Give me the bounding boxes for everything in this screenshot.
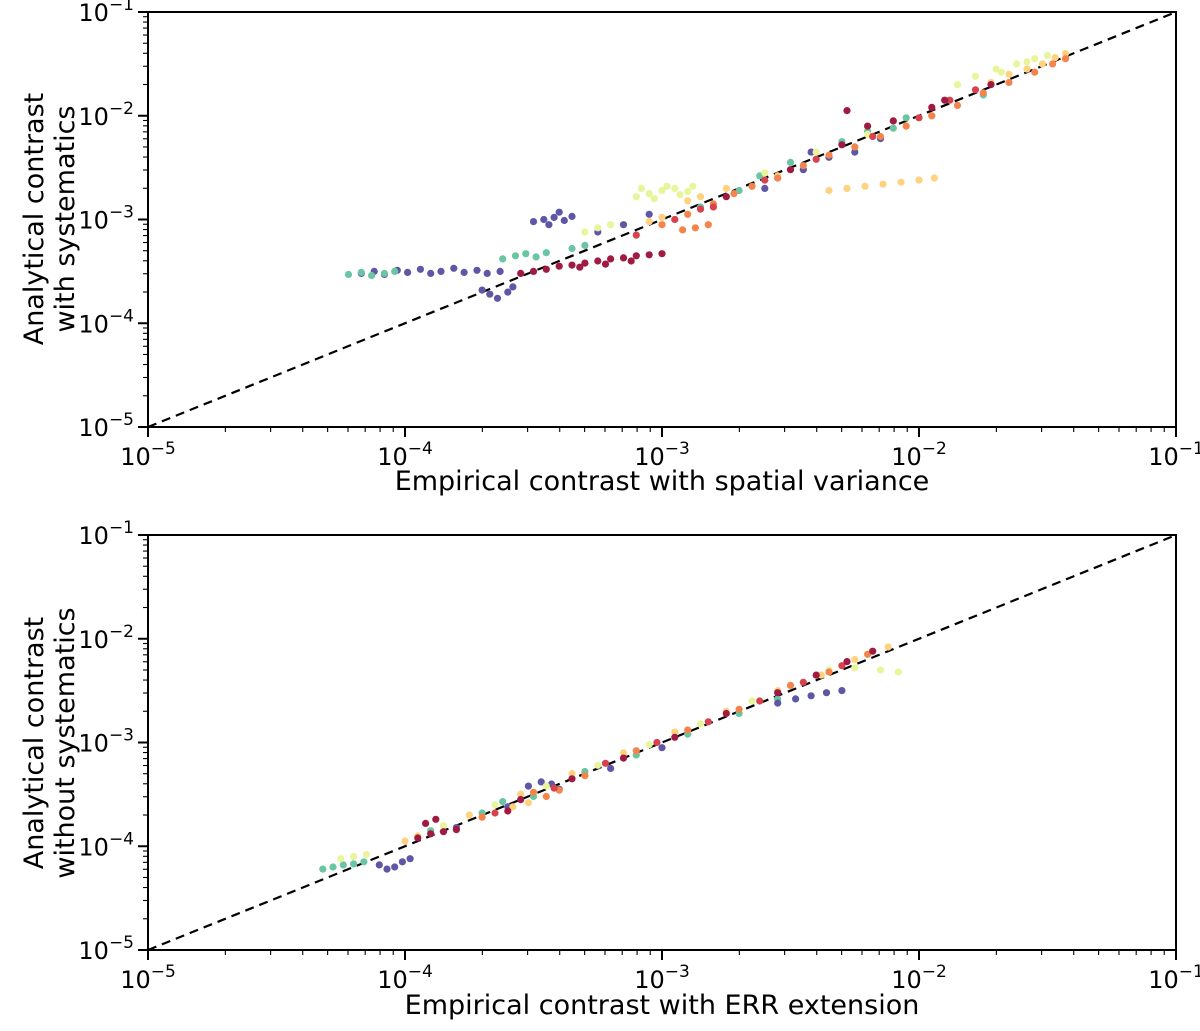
top-identity-line <box>147 10 1177 429</box>
top-y-tick-label: 10−1 <box>78 0 134 27</box>
bottom-y-tick-label: 10−2 <box>78 622 134 654</box>
top-series-orange <box>658 55 1070 234</box>
bottom-y-axis-label-line1: Analytical contrast <box>19 616 50 870</box>
bottom-series-purple <box>375 687 846 873</box>
top-y-tick-label: 10−2 <box>78 99 134 131</box>
top-y-axis-label-line1: Analytical contrast <box>19 92 50 346</box>
bottom-y-tick-label: 10−3 <box>78 726 134 758</box>
top-y-tick-label: 10−5 <box>78 410 134 442</box>
top-series-yellow <box>645 49 1070 226</box>
top-x-tick-label: 10−5 <box>120 439 176 471</box>
bottom-series-yellow-green <box>337 664 903 863</box>
top-series-maroon <box>517 81 995 277</box>
top-x-axis-label: Empirical contrast with spatial variance <box>394 466 930 497</box>
bottom-series-red <box>491 662 846 817</box>
bottom-series-orange <box>478 650 872 821</box>
bottom-axes: 10−5 10−4 10−3 10−2 10−1 10−5 10−4 10−3 10−2 10−1 <box>78 518 1200 994</box>
bottom-x-tick-label: 10−1 <box>1148 962 1200 994</box>
bottom-series-maroon <box>414 647 877 842</box>
top-series-yellow-green <box>581 52 1052 236</box>
top-y-tick-label: 10−4 <box>78 306 134 338</box>
top-spines <box>147 11 1177 428</box>
bottom-x-axis-label: Empirical contrast with ERR extension <box>404 990 920 1021</box>
bottom-y-tick-label: 10−1 <box>78 518 134 550</box>
top-x-tick-label: 10−3 <box>634 439 690 471</box>
top-series-purple <box>357 135 885 302</box>
bottom-y-axis-label-line2: without systematics <box>50 607 81 879</box>
bottom-series-yellow <box>401 643 892 845</box>
bottom-major-ticks <box>138 534 1177 960</box>
bottom-identity-line <box>147 533 1177 952</box>
top-x-tick-label: 10−2 <box>891 439 947 471</box>
bottom-y-tick-label: 10−5 <box>78 933 134 965</box>
bottom-y-axis-label: Analytical contrast without systematics <box>19 607 81 878</box>
bottom-x-tick-label: 10−5 <box>120 962 176 994</box>
bottom-x-tick-label: 10−3 <box>634 962 690 994</box>
bottom-x-tick-label: 10−2 <box>891 962 947 994</box>
top-y-axis-label-line2: with systematics <box>50 105 81 333</box>
top-y-tick-label: 10−3 <box>78 203 134 235</box>
top-x-tick-label: 10−1 <box>1148 439 1200 471</box>
top-y-axis-label: Analytical contrast with systematics <box>19 93 81 346</box>
top-major-ticks <box>138 11 1177 437</box>
top-axes: 10−5 10−4 10−3 10−2 10−1 10−5 10−4 10−3 10−2 10−1 <box>78 0 1200 471</box>
bottom-spines <box>147 534 1177 951</box>
bottom-x-tick-label: 10−4 <box>377 962 433 994</box>
top-series-red <box>632 86 980 239</box>
bottom-y-tick-label: 10−4 <box>78 829 134 861</box>
top-x-tick-label: 10−4 <box>377 439 433 471</box>
